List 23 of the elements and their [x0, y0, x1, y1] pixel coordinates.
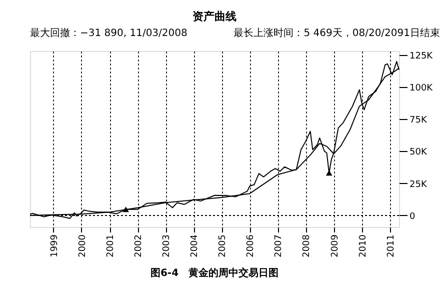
y-tick-label: 75K — [410, 116, 428, 126]
y-tick-label: 50K — [410, 148, 428, 158]
x-tick-label: 2011 — [386, 234, 396, 258]
x-tick-label: 2001 — [106, 234, 116, 258]
x-tick-label: 2002 — [134, 234, 144, 258]
x-tick-label: 1999 — [50, 234, 60, 258]
text: 最大回撤：−31 890, 11/03/2008 — [30, 27, 188, 39]
x-tick-label: 2007 — [274, 234, 284, 258]
y-tick-label: 0 — [410, 212, 416, 222]
text: 最长上涨时间：5 469天，08/20/2091日结束 — [234, 27, 440, 39]
x-tick-label: 2006 — [246, 234, 256, 258]
y-tick-label: 25K — [410, 180, 428, 190]
chart-title: 资产曲线 — [192, 10, 236, 23]
x-tick-label: 2000 — [78, 234, 88, 258]
x-tick-label: 2004 — [190, 234, 200, 258]
y-tick-label: 125K — [410, 51, 434, 62]
x-tick-label: 2009 — [330, 234, 340, 258]
x-tick-label: 2008 — [302, 234, 312, 258]
x-tick-label: 2010 — [358, 234, 368, 258]
y-tick-label: 100K — [410, 83, 434, 94]
x-tick-label: 2005 — [218, 234, 228, 258]
caption: 图6-4 黄金的周中交易日图 — [150, 267, 279, 279]
x-tick-label: 2003 — [162, 234, 172, 258]
